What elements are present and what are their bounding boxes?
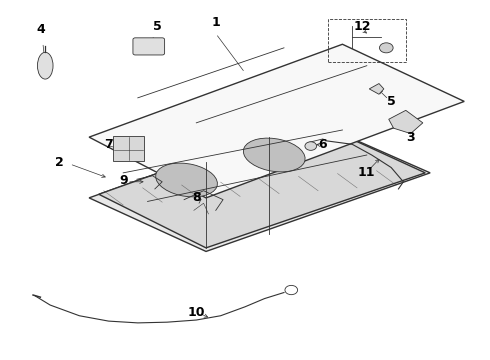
Text: 11: 11 bbox=[358, 166, 375, 179]
Text: 12: 12 bbox=[353, 20, 370, 33]
FancyBboxPatch shape bbox=[133, 38, 165, 55]
Text: 1: 1 bbox=[211, 16, 220, 29]
Text: 6: 6 bbox=[318, 138, 327, 151]
Text: 8: 8 bbox=[192, 192, 200, 204]
Text: 9: 9 bbox=[119, 174, 127, 186]
Polygon shape bbox=[99, 119, 425, 248]
Polygon shape bbox=[89, 119, 430, 251]
Text: 7: 7 bbox=[104, 138, 113, 151]
Bar bbox=[328, 19, 406, 62]
Ellipse shape bbox=[156, 163, 218, 197]
Polygon shape bbox=[389, 111, 423, 134]
FancyBboxPatch shape bbox=[114, 136, 144, 161]
Circle shape bbox=[379, 43, 393, 53]
Ellipse shape bbox=[244, 138, 305, 172]
Polygon shape bbox=[369, 84, 384, 94]
Text: 5: 5 bbox=[387, 95, 395, 108]
Text: 4: 4 bbox=[36, 23, 45, 36]
Polygon shape bbox=[89, 44, 464, 198]
Text: 3: 3 bbox=[406, 131, 415, 144]
Text: 2: 2 bbox=[55, 156, 64, 168]
Circle shape bbox=[305, 142, 317, 150]
Text: 10: 10 bbox=[188, 306, 205, 319]
Ellipse shape bbox=[37, 52, 53, 79]
Text: 5: 5 bbox=[153, 20, 162, 33]
